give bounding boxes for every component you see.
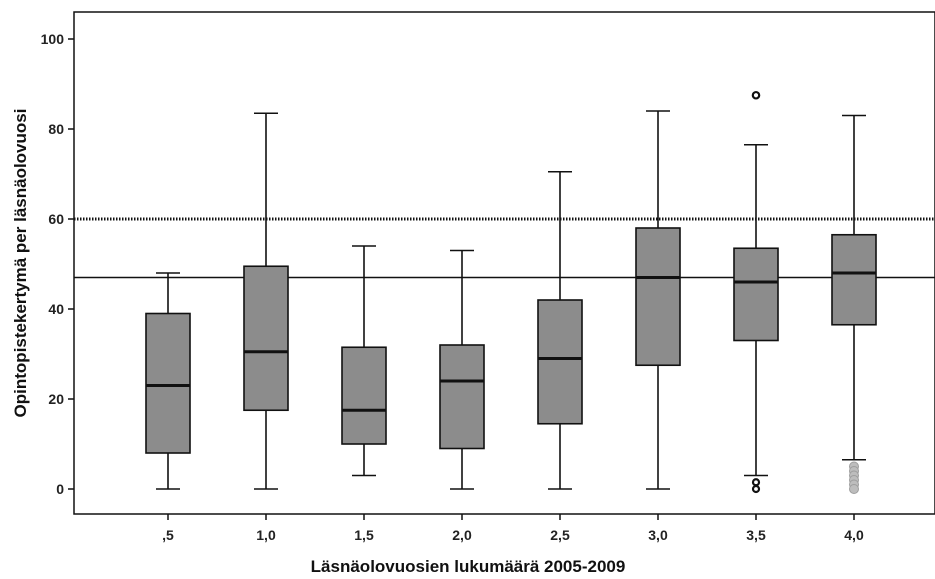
y-tick-label: 40 <box>48 301 64 317</box>
box-group-6 <box>733 90 779 494</box>
x-tick-label: 2,0 <box>452 527 472 543</box>
y-tick-label: 100 <box>41 31 65 47</box>
outlier-point <box>751 484 761 494</box>
x-axis-title: Läsnäolovuosien lukumäärä 2005-2009 <box>311 557 626 576</box>
x-tick-label: 3,5 <box>746 527 766 543</box>
reference-lines <box>74 217 935 279</box>
box-group-5 <box>635 110 681 490</box>
outlier-point <box>849 484 859 494</box>
y-tick-label: 0 <box>56 481 64 497</box>
boxes-layer <box>145 90 877 494</box>
y-axis-title: Opintopistekertymä per läsnäolovuosi <box>11 109 30 418</box>
box-group-1 <box>243 112 289 490</box>
y-tick-label: 20 <box>48 391 64 407</box>
x-tick-label: 2,5 <box>550 527 570 543</box>
box-group-4 <box>537 170 583 490</box>
box-iqr <box>243 265 289 412</box>
box-group-2 <box>341 245 387 477</box>
box-group-0 <box>145 272 191 490</box>
x-tick-label: 1,5 <box>354 527 374 543</box>
box-iqr <box>831 233 877 326</box>
box-iqr <box>537 299 583 425</box>
box-iqr <box>341 346 387 445</box>
x-tick-label: 4,0 <box>844 527 864 543</box>
box-iqr <box>733 247 779 342</box>
x-axis: ,5 1,0 1,5 2,0 2,5 3,0 3,5 4,0 <box>162 514 864 543</box>
box-iqr <box>439 344 485 450</box>
box-group-7 <box>831 114 877 494</box>
box-iqr <box>635 227 681 367</box>
x-tick-label: 1,0 <box>256 527 276 543</box>
y-axis: 0 20 40 60 80 100 <box>41 31 74 497</box>
y-tick-label: 60 <box>48 211 64 227</box>
x-tick-label: ,5 <box>162 527 174 543</box>
box-group-3 <box>439 249 485 490</box>
plot-frame <box>73 11 935 515</box>
outlier-point <box>751 90 761 100</box>
x-tick-label: 3,0 <box>648 527 668 543</box>
outlier-point <box>751 478 761 487</box>
y-tick-label: 80 <box>48 121 64 137</box>
box-iqr <box>145 312 191 454</box>
